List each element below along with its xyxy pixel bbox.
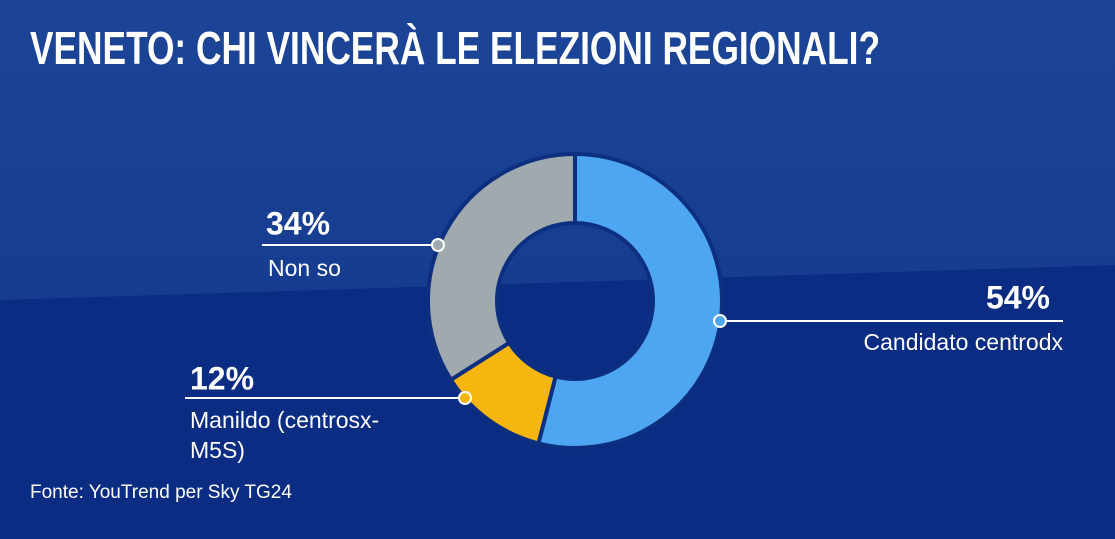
value-label: 34% xyxy=(266,205,330,241)
callout-dot xyxy=(431,238,445,252)
chart-title: VENETO: CHI VINCERÀ LE ELEZIONI REGIONAL… xyxy=(30,22,880,74)
callout-dot xyxy=(458,391,472,405)
donut-slice xyxy=(426,151,577,383)
donut-slice xyxy=(536,151,724,450)
callout-dot xyxy=(713,314,727,328)
category-label: Manildo (centrosx-M5S) xyxy=(190,407,380,463)
value-label: 54% xyxy=(986,279,1050,315)
value-label: 12% xyxy=(190,360,254,396)
source: Fonte: YouTrend per Sky TG24 xyxy=(30,482,292,503)
background-band xyxy=(0,0,1115,300)
category-label: Non so xyxy=(268,255,341,281)
category-label: Candidato centrodx xyxy=(863,329,1063,355)
